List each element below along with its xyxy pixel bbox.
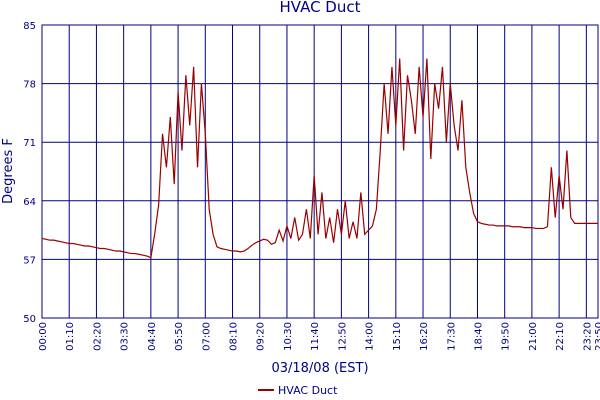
x-tick-label: 17:30 — [446, 322, 457, 351]
x-tick-label: 07:00 — [201, 322, 212, 351]
x-tick-label: 10:30 — [283, 322, 294, 351]
data-line — [41, 58, 598, 259]
y-axis-label: Degrees F — [1, 138, 16, 204]
x-tick-label: 04:40 — [147, 322, 158, 351]
x-tick-label: 18:40 — [473, 322, 484, 351]
x-tick-label: 14:00 — [365, 322, 376, 351]
legend-label: HVAC Duct — [278, 384, 338, 397]
x-tick-label: 11:40 — [310, 322, 321, 351]
x-tick-label: 03:30 — [120, 322, 131, 351]
chart-title: HVAC Duct — [279, 0, 360, 16]
plot-area — [41, 24, 599, 319]
x-tick-label: 00:00 — [38, 322, 49, 351]
y-tick-label: 50 — [23, 314, 36, 325]
y-tick-label: 71 — [23, 138, 36, 149]
x-tick-label: 23:20 — [582, 322, 593, 351]
x-tick-label: 16:20 — [419, 322, 430, 351]
x-tick-label: 19:50 — [501, 322, 512, 351]
y-tick-label: 78 — [23, 80, 36, 91]
x-tick-label: 08:10 — [229, 322, 240, 351]
x-tick-label: 05:50 — [174, 322, 185, 351]
y-tick-label: 64 — [23, 197, 36, 208]
x-tick-label: 21:00 — [528, 322, 539, 351]
y-tick-label: 85 — [23, 21, 36, 32]
x-tick-label: 15:10 — [392, 322, 403, 351]
x-tick-label: 01:10 — [65, 322, 76, 351]
x-axis-label: 03/18/08 (EST) — [271, 361, 368, 376]
y-tick-label: 57 — [23, 255, 36, 266]
x-tick-label: 09:20 — [256, 322, 267, 351]
x-tick-label: 02:20 — [92, 322, 103, 351]
x-tick-label: 12:50 — [337, 322, 348, 351]
x-tick-label: 23:50 — [594, 322, 600, 351]
x-tick-label: 22:10 — [555, 322, 566, 351]
